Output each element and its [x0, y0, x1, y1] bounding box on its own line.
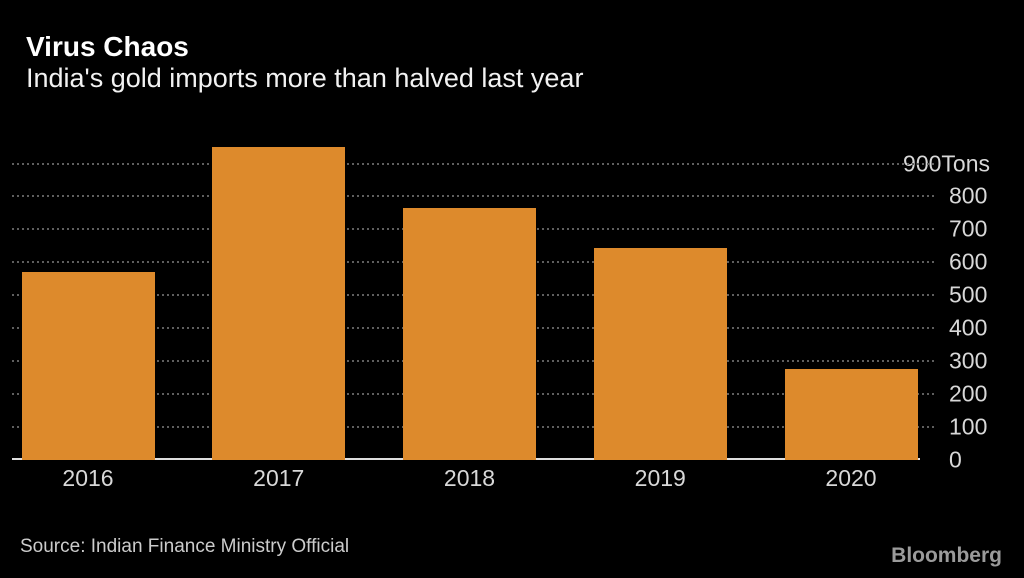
plot-area [12, 140, 935, 460]
y-tick-label-800: 800 [949, 182, 988, 209]
y-tick-label-100: 100 [949, 413, 988, 440]
gridline-800 [12, 195, 935, 198]
y-tick-label-700: 700 [949, 215, 988, 242]
y-tick-label-500: 500 [949, 281, 988, 308]
y-tick-label-400: 400 [949, 314, 988, 341]
y-tick-label-0: 0 [949, 446, 962, 473]
y-tick-label-900: 900Tons [903, 150, 990, 177]
source-attribution: Source: Indian Finance Ministry Official [20, 536, 350, 557]
x-axis-labels: 2016 2017 2018 2019 2020 [12, 465, 935, 496]
bloomberg-logo: Bloomberg [891, 544, 1002, 567]
y-tick-label-200: 200 [949, 380, 988, 407]
y-tick-label-600: 600 [949, 248, 988, 275]
gridline-900 [12, 162, 935, 165]
bar-2016 [21, 272, 155, 460]
x-tick-label-2017: 2017 [253, 465, 305, 491]
bar-2020 [784, 369, 918, 460]
x-tick-label-2020: 2020 [825, 465, 877, 491]
chart-subtitle: India's gold imports more than halved la… [26, 63, 584, 93]
bar-2017 [212, 147, 346, 460]
x-tick-label-2016: 2016 [62, 465, 114, 491]
x-tick-label-2019: 2019 [634, 465, 686, 491]
bar-2018 [403, 208, 536, 460]
bar-2019 [593, 247, 727, 460]
y-tick-label-300: 300 [949, 347, 988, 374]
chart-title: Virus Chaos [26, 31, 189, 62]
x-tick-label-2018: 2018 [443, 465, 496, 491]
y-axis-labels: 0 100 200 300 400 500 600 700 800 900Tons [890, 140, 990, 471]
